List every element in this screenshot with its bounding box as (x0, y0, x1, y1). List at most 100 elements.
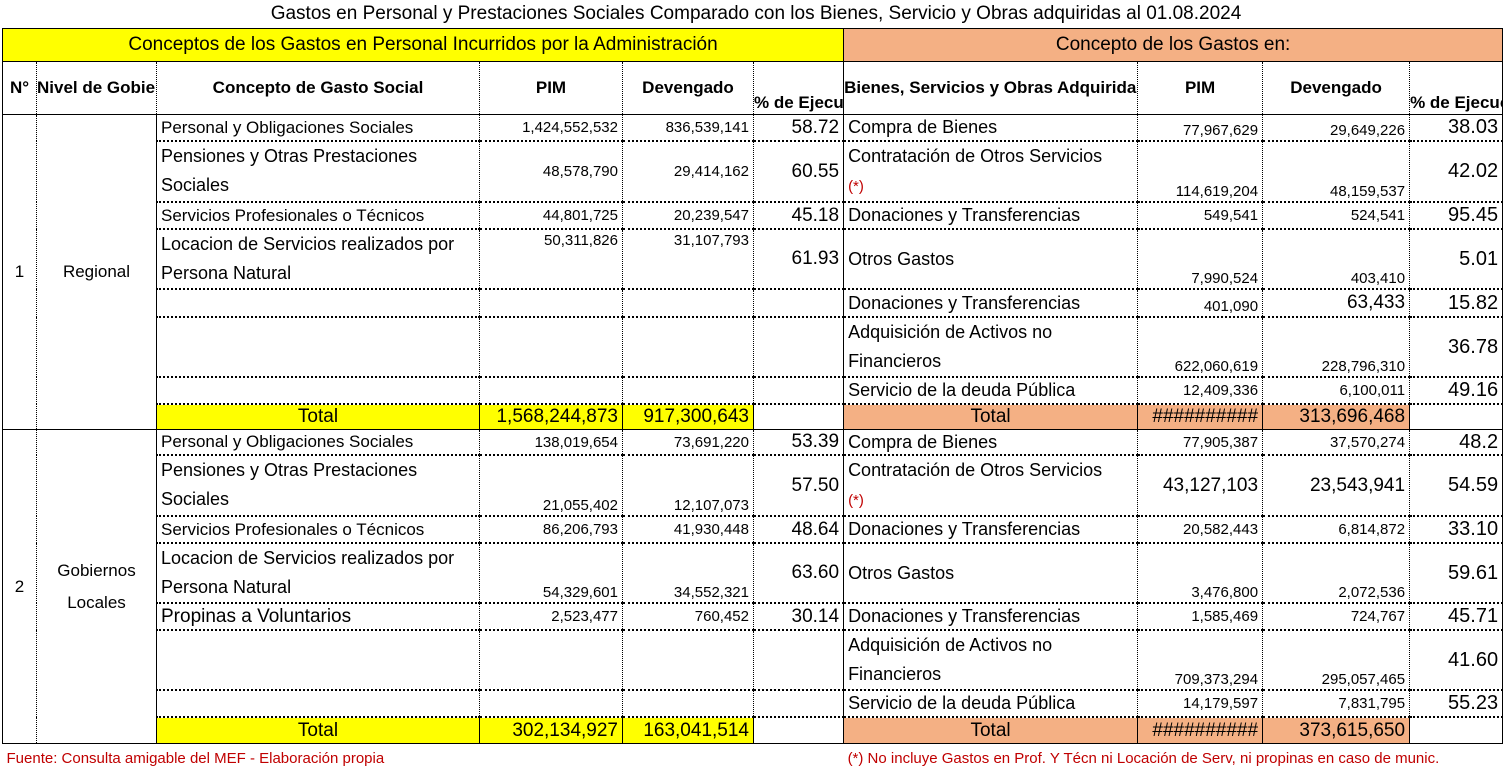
devengado2-cell: 6,100,011 (1263, 377, 1410, 404)
ejecucion2-cell: 15.82 (1410, 289, 1503, 317)
empty-cell (157, 377, 480, 404)
total-devengado2: 313,696,468 (1263, 404, 1410, 430)
ejecucion2-cell: 42.02 (1410, 141, 1503, 202)
devengado-cell: 41,930,448 (623, 516, 754, 543)
source-note: Fuente: Consulta amigable del MEF - Elab… (3, 744, 844, 772)
pim2-cell: 3,476,800 (1138, 543, 1263, 603)
total-label-right: Total (844, 717, 1138, 744)
ejecucion-cell: 48.64 (754, 516, 844, 543)
pim2-cell: 709,373,294 (1138, 630, 1263, 690)
concepto-cell: Pensiones y Otras Prestaciones Sociales (157, 455, 480, 516)
header-devengado: Devengado (623, 62, 754, 115)
bienes-cell: Donaciones y Transferencias (844, 603, 1138, 630)
devengado-cell: 20,239,547 (623, 202, 754, 229)
pim-cell: 1,424,552,532 (480, 115, 623, 142)
ejecucion-cell: 60.55 (754, 141, 844, 202)
devengado2-cell: 724,767 (1263, 603, 1410, 630)
empty-cell (157, 630, 480, 690)
pim-cell: 21,055,402 (480, 455, 623, 516)
pim2-cell: 43,127,103 (1138, 455, 1263, 516)
empty-cell (480, 690, 623, 717)
devengado-cell: 12,107,073 (623, 455, 754, 516)
header-pim2: PIM (1138, 62, 1263, 115)
ejecucion2-cell: 54.59 (1410, 455, 1503, 516)
ejecucion2-cell: 36.78 (1410, 317, 1503, 377)
total-pim2: ########## (1138, 717, 1263, 744)
ejecucion-cell: 53.39 (754, 430, 844, 456)
devengado2-cell: 403,410 (1263, 229, 1410, 289)
devengado2-cell: 29,649,226 (1263, 115, 1410, 142)
ejecucion-cell: 57.50 (754, 455, 844, 516)
pim-cell: 54,329,601 (480, 543, 623, 603)
footer-row: Fuente: Consulta amigable del MEF - Elab… (3, 744, 1503, 772)
empty-cell (623, 377, 754, 404)
empty-cell (157, 289, 480, 317)
group-nivel: Regional (37, 115, 157, 430)
devengado2-cell: 23,543,941 (1263, 455, 1410, 516)
left-band-header: Conceptos de los Gastos en Personal Incu… (3, 29, 844, 62)
concepto-cell: Locacion de Servicios realizados por Per… (157, 543, 480, 603)
bienes-cell: Donaciones y Transferencias (844, 202, 1138, 229)
header-ejecucion: % de Ejecución (754, 62, 844, 115)
table-row: Servicios Profesionales o Técnicos 44,80… (3, 202, 1503, 229)
bienes-cell: Compra de Bienes (844, 115, 1138, 142)
empty-cell (623, 317, 754, 377)
expense-table: Conceptos de los Gastos en Personal Incu… (2, 28, 1503, 772)
ejecucion2-cell: 55.23 (1410, 690, 1503, 717)
table-row: Servicios Profesionales o Técnicos 86,20… (3, 516, 1503, 543)
total-devengado: 163,041,514 (623, 717, 754, 744)
pim-cell: 86,206,793 (480, 516, 623, 543)
header-devengado2: Devengado (1263, 62, 1410, 115)
total-pim: 1,568,244,873 (480, 404, 623, 430)
table-row: Pensiones y Otras Prestaciones Sociales … (3, 141, 1503, 202)
header-ejecucion2: % de Ejecución (1410, 62, 1503, 115)
empty-cell (480, 317, 623, 377)
empty-cell (1410, 404, 1503, 430)
devengado2-cell: 6,814,872 (1263, 516, 1410, 543)
bienes-cell: Donaciones y Transferencias (844, 289, 1138, 317)
total-devengado: 917,300,643 (623, 404, 754, 430)
table-row: Adquisición de Activos no Financieros 70… (3, 630, 1503, 690)
bienes-cell: Servicio de la deuda Pública (844, 377, 1138, 404)
table-row: 2 Gobiernos Locales Personal y Obligacio… (3, 430, 1503, 456)
pim-cell: 2,523,477 (480, 603, 623, 630)
concepto-cell: Servicios Profesionales o Técnicos (157, 516, 480, 543)
devengado-cell: 31,107,793 (623, 229, 754, 289)
ejecucion-cell: 58.72 (754, 115, 844, 142)
devengado2-cell: 295,057,465 (1263, 630, 1410, 690)
empty-cell (754, 317, 844, 377)
devengado2-cell: 524,541 (1263, 202, 1410, 229)
concepto-cell: Personal y Obligaciones Sociales (157, 115, 480, 142)
pim2-cell: 12,409,336 (1138, 377, 1263, 404)
ejecucion2-cell: 95.45 (1410, 202, 1503, 229)
ejecucion2-cell: 38.03 (1410, 115, 1503, 142)
bienes-cell: Adquisición de Activos no Financieros (844, 317, 1138, 377)
right-band-header: Concepto de los Gastos en: (844, 29, 1503, 62)
bienes-cell: Servicio de la deuda Pública (844, 690, 1138, 717)
pim-cell: 44,801,725 (480, 202, 623, 229)
empty-cell (754, 630, 844, 690)
concepto-cell: Personal y Obligaciones Sociales (157, 430, 480, 456)
pim2-cell: 20,582,443 (1138, 516, 1263, 543)
footnote: (*) No incluye Gastos en Prof. Y Técn ni… (844, 744, 1503, 772)
empty-cell (754, 690, 844, 717)
header-no: N° (3, 62, 37, 115)
column-header-row: N° Nivel de Gobierno Concepto de Gasto S… (3, 62, 1503, 115)
devengado2-cell: 48,159,537 (1263, 141, 1410, 202)
empty-cell (157, 317, 480, 377)
bienes-cell: Compra de Bienes (844, 430, 1138, 456)
table-row: Locacion de Servicios realizados por Per… (3, 229, 1503, 289)
empty-cell (480, 630, 623, 690)
devengado-cell: 836,539,141 (623, 115, 754, 142)
ejecucion2-cell: 49.16 (1410, 377, 1503, 404)
pim-cell: 50,311,826 (480, 229, 623, 289)
header-bienes: Bienes, Servicios y Obras Adquiridas en … (844, 62, 1138, 115)
ejecucion2-cell: 41.60 (1410, 630, 1503, 690)
ejecucion2-cell: 48.2 (1410, 430, 1503, 456)
header-concepto: Concepto de Gasto Social (157, 62, 480, 115)
pim2-cell: 622,060,619 (1138, 317, 1263, 377)
devengado2-cell: 2,072,536 (1263, 543, 1410, 603)
total-label: Total (157, 717, 480, 744)
empty-cell (754, 404, 844, 430)
empty-cell (1410, 717, 1503, 744)
